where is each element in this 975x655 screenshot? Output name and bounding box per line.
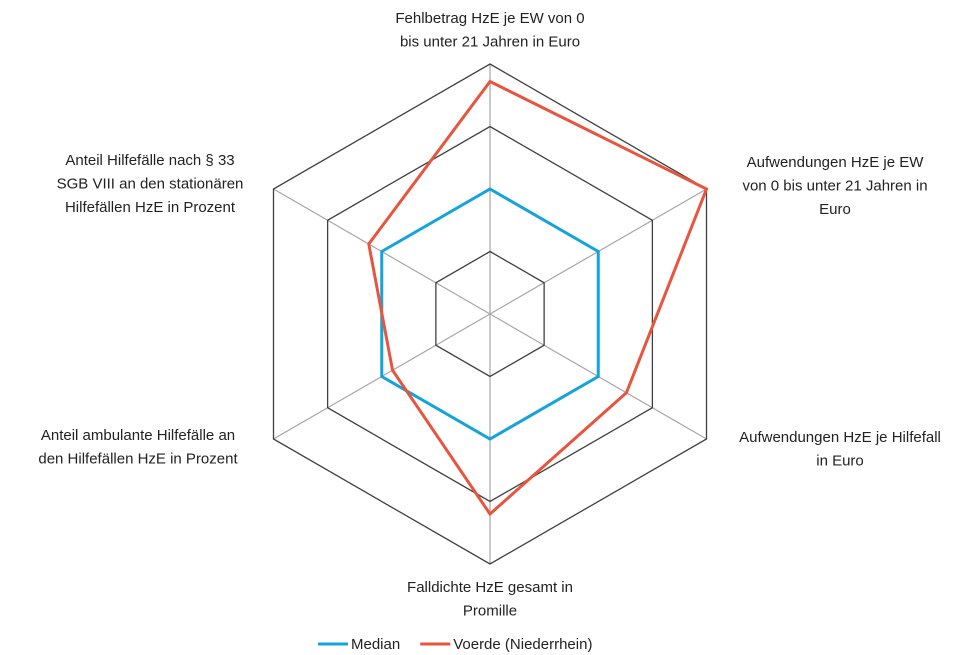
legend-label: Median (351, 636, 400, 653)
axis-label: SGB VIII an den stationären (57, 175, 244, 192)
axis-label: in Euro (816, 452, 864, 469)
axis-label: bis unter 21 Jahren in Euro (400, 33, 580, 50)
axis-label: Fehlbetrag HzE je EW von 0 (395, 10, 584, 27)
axis-label: Hilfefällen HzE in Prozent (65, 199, 236, 216)
axis-label: Aufwendungen HzE je EW (747, 154, 925, 171)
axis-label: Promille (463, 602, 517, 619)
legend-label: Voerde (Niederrhein) (453, 636, 592, 653)
axis-label: den Hilfefällen HzE in Prozent (38, 450, 238, 467)
axis-label: Falldichte HzE gesamt in (407, 579, 573, 596)
series-line (380, 187, 600, 441)
grid-ring (435, 250, 545, 378)
grid-ring (326, 125, 654, 503)
axis-label: von 0 bis unter 21 Jahren in (742, 177, 927, 194)
axis-label: Euro (819, 201, 851, 218)
axis-label: Aufwendungen HzE je Hilfefall (739, 429, 941, 446)
axis-label: Anteil ambulante Hilfefälle an (41, 427, 235, 444)
series-line (367, 79, 709, 517)
axis-label: Anteil Hilfefälle nach § 33 (65, 152, 234, 169)
